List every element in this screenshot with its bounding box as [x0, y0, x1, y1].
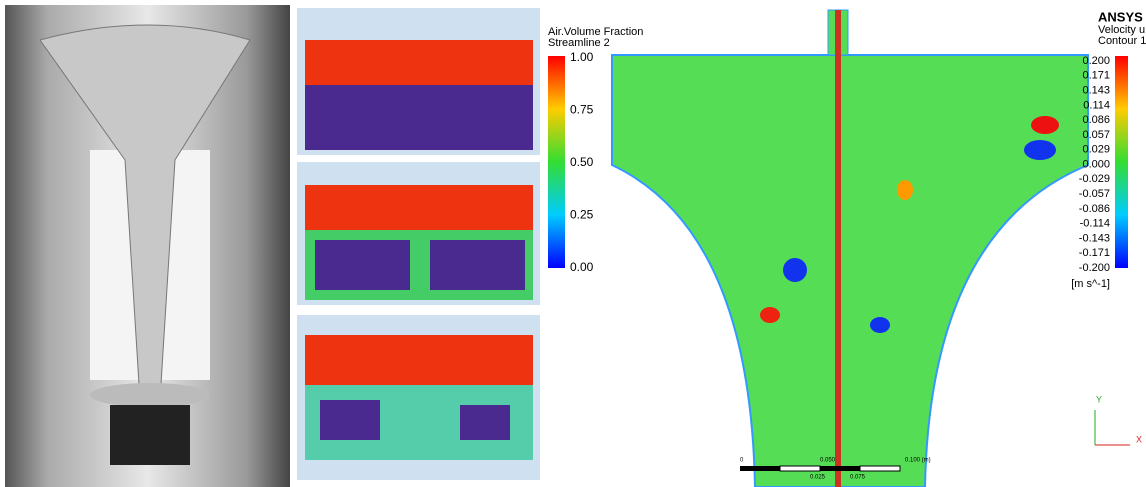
legend-tick-label: 0.029	[1082, 144, 1110, 156]
legend-tick-label: -0.200	[1079, 262, 1110, 274]
legend-tick-label: 0.171	[1082, 70, 1110, 82]
scale-label: 0.050	[820, 458, 836, 464]
legend-subtitle: Streamline 2	[548, 37, 610, 49]
legend-tick-label: 0.50	[570, 155, 594, 169]
legend-tick-label: -0.029	[1079, 173, 1110, 185]
legend-tick-label: -0.171	[1079, 247, 1110, 259]
legend-tick-label: 0.00	[570, 260, 594, 274]
axis-x: X	[1136, 434, 1142, 444]
photo	[5, 5, 290, 487]
legend-tick-label: 0.25	[570, 208, 594, 222]
scale-label: 0.025	[810, 475, 826, 481]
legend-tick-label: 1.00	[570, 50, 594, 64]
scale-label: 0.100 (m)	[905, 458, 931, 464]
legend-tick-label: -0.143	[1079, 232, 1110, 244]
axis-triad: Y X	[1095, 394, 1142, 445]
brand: ANSYS	[1098, 9, 1143, 24]
axis-y: Y	[1096, 394, 1102, 404]
legend-tick-label: 0.000	[1082, 158, 1110, 170]
scale-label: 0	[740, 458, 744, 464]
figure: Air.Volume Fraction Streamline 2 ANSYS V…	[0, 0, 1146, 487]
legend-tick-label: 0.75	[570, 103, 594, 117]
legend-tick-label: 0.200	[1082, 55, 1110, 67]
legend-tick-label: 0.143	[1082, 84, 1110, 96]
scale-label: 0.075	[850, 475, 866, 481]
cfd-panels	[297, 8, 540, 480]
legend-subtitle: Contour 1	[1098, 35, 1146, 47]
contour	[612, 10, 1088, 487]
legend-tick-label: -0.114	[1080, 218, 1110, 230]
unit: [m s^-1]	[1071, 278, 1110, 290]
legend-tick-label: 0.114	[1083, 99, 1110, 111]
legend-tick-label: -0.057	[1079, 188, 1110, 200]
legend-tick-label: 0.057	[1082, 129, 1110, 141]
legend-tick-label: -0.086	[1079, 203, 1110, 215]
legend-tick-label: 0.086	[1082, 114, 1110, 126]
